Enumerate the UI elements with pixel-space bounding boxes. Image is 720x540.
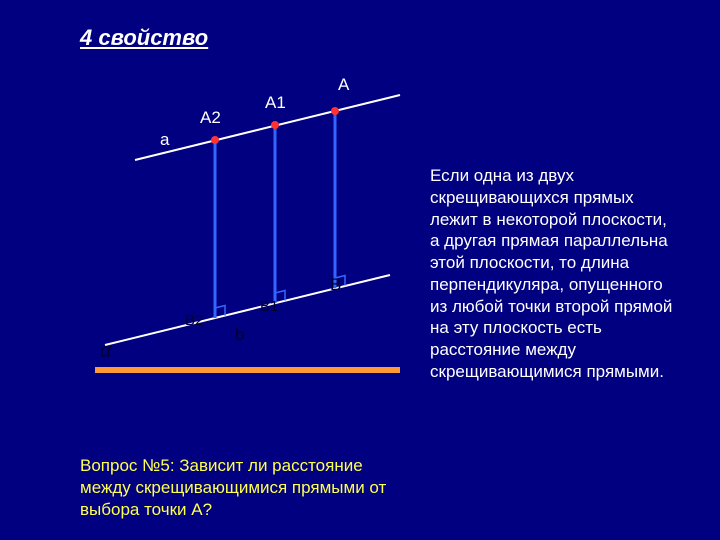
label-A1: А1 <box>265 93 286 113</box>
label-B1: В1 <box>260 298 278 315</box>
property-description: Если одна из двух скрещивающихся прямых … <box>430 165 680 383</box>
label-B2: В2 <box>185 312 203 329</box>
label-alpha: α <box>100 340 111 363</box>
point-A2 <box>211 136 219 144</box>
label-a: a <box>160 130 169 150</box>
label-b: b <box>235 325 244 345</box>
slide-title: 4 свойство <box>80 25 208 51</box>
question-5: Вопрос №5: Зависит ли расстояние между с… <box>80 455 410 521</box>
point-A1 <box>271 121 279 129</box>
point-A <box>331 107 339 115</box>
line-b <box>105 275 390 345</box>
label-A2: А2 <box>200 108 221 128</box>
label-B: В <box>330 275 341 295</box>
label-A: А <box>338 75 349 95</box>
